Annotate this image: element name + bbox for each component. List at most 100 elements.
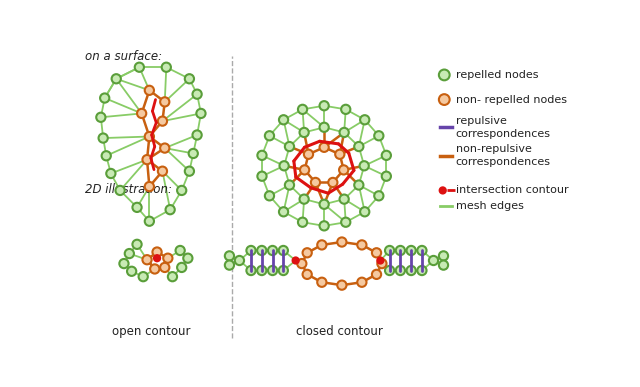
Circle shape (115, 186, 125, 195)
Circle shape (378, 257, 383, 264)
Circle shape (396, 246, 405, 255)
Circle shape (132, 203, 141, 212)
Circle shape (162, 63, 171, 72)
Circle shape (96, 113, 106, 122)
Circle shape (102, 151, 111, 160)
Circle shape (429, 256, 438, 265)
Circle shape (145, 217, 154, 226)
Circle shape (257, 171, 267, 181)
Circle shape (160, 263, 170, 272)
Circle shape (279, 246, 288, 255)
Circle shape (328, 178, 337, 187)
Circle shape (143, 255, 152, 264)
Circle shape (304, 150, 313, 159)
Circle shape (265, 131, 274, 140)
Text: closed contour: closed contour (296, 325, 383, 338)
Circle shape (341, 105, 350, 114)
Circle shape (127, 267, 136, 276)
Circle shape (268, 246, 277, 255)
Circle shape (360, 161, 369, 170)
Circle shape (246, 266, 255, 275)
Circle shape (300, 128, 308, 137)
Circle shape (183, 253, 193, 263)
Circle shape (374, 131, 383, 140)
Circle shape (177, 186, 186, 195)
Circle shape (285, 180, 294, 190)
Circle shape (396, 266, 405, 275)
Circle shape (440, 187, 446, 194)
Circle shape (385, 266, 394, 275)
Circle shape (357, 240, 367, 250)
Text: mesh edges: mesh edges (456, 201, 524, 211)
Circle shape (360, 115, 369, 124)
Circle shape (406, 246, 416, 255)
Circle shape (319, 200, 329, 209)
Text: on a surface:: on a surface: (84, 50, 162, 63)
Circle shape (337, 281, 346, 290)
Circle shape (185, 166, 194, 176)
Circle shape (385, 246, 394, 255)
Circle shape (135, 63, 144, 72)
Circle shape (257, 266, 266, 275)
Circle shape (354, 142, 364, 151)
Circle shape (279, 266, 288, 275)
Circle shape (280, 161, 289, 170)
Circle shape (406, 266, 416, 275)
Circle shape (439, 70, 450, 80)
Circle shape (225, 260, 234, 270)
Circle shape (340, 195, 349, 204)
Circle shape (177, 263, 186, 272)
Circle shape (319, 101, 329, 110)
Circle shape (439, 94, 450, 105)
Circle shape (246, 246, 255, 255)
Text: open contour: open contour (111, 325, 190, 338)
Circle shape (297, 259, 307, 268)
Circle shape (372, 248, 381, 257)
Circle shape (154, 255, 160, 261)
Circle shape (439, 251, 448, 260)
Circle shape (317, 277, 326, 287)
Circle shape (152, 247, 162, 257)
Circle shape (100, 93, 109, 103)
Circle shape (285, 142, 294, 151)
Circle shape (319, 143, 329, 152)
Circle shape (168, 272, 177, 281)
Circle shape (268, 266, 277, 275)
Circle shape (311, 178, 320, 187)
Circle shape (303, 270, 312, 279)
Circle shape (225, 251, 234, 260)
Circle shape (339, 165, 348, 175)
Circle shape (145, 132, 154, 141)
Text: 2D illustration:: 2D illustration: (84, 183, 172, 196)
Circle shape (185, 74, 194, 84)
Circle shape (160, 97, 170, 106)
Circle shape (317, 240, 326, 250)
Circle shape (193, 89, 202, 99)
Circle shape (257, 151, 267, 160)
Circle shape (139, 272, 148, 281)
Circle shape (125, 249, 134, 258)
Circle shape (145, 182, 154, 191)
Circle shape (341, 217, 350, 227)
Circle shape (298, 217, 307, 227)
Circle shape (417, 246, 427, 255)
Circle shape (160, 144, 170, 153)
Circle shape (439, 260, 448, 270)
Circle shape (374, 191, 383, 200)
Circle shape (381, 171, 391, 181)
Circle shape (175, 246, 185, 255)
Circle shape (357, 277, 367, 287)
Circle shape (279, 207, 288, 216)
Circle shape (335, 150, 344, 159)
Circle shape (99, 134, 108, 143)
Circle shape (417, 266, 427, 275)
Text: non- repelled nodes: non- repelled nodes (456, 94, 567, 104)
Circle shape (319, 221, 329, 231)
Circle shape (163, 253, 172, 263)
Circle shape (265, 191, 274, 200)
Circle shape (360, 207, 369, 216)
Text: non-repulsive
correspondences: non-repulsive correspondences (456, 144, 551, 168)
Circle shape (111, 74, 121, 84)
Circle shape (132, 240, 141, 249)
Circle shape (300, 165, 309, 175)
